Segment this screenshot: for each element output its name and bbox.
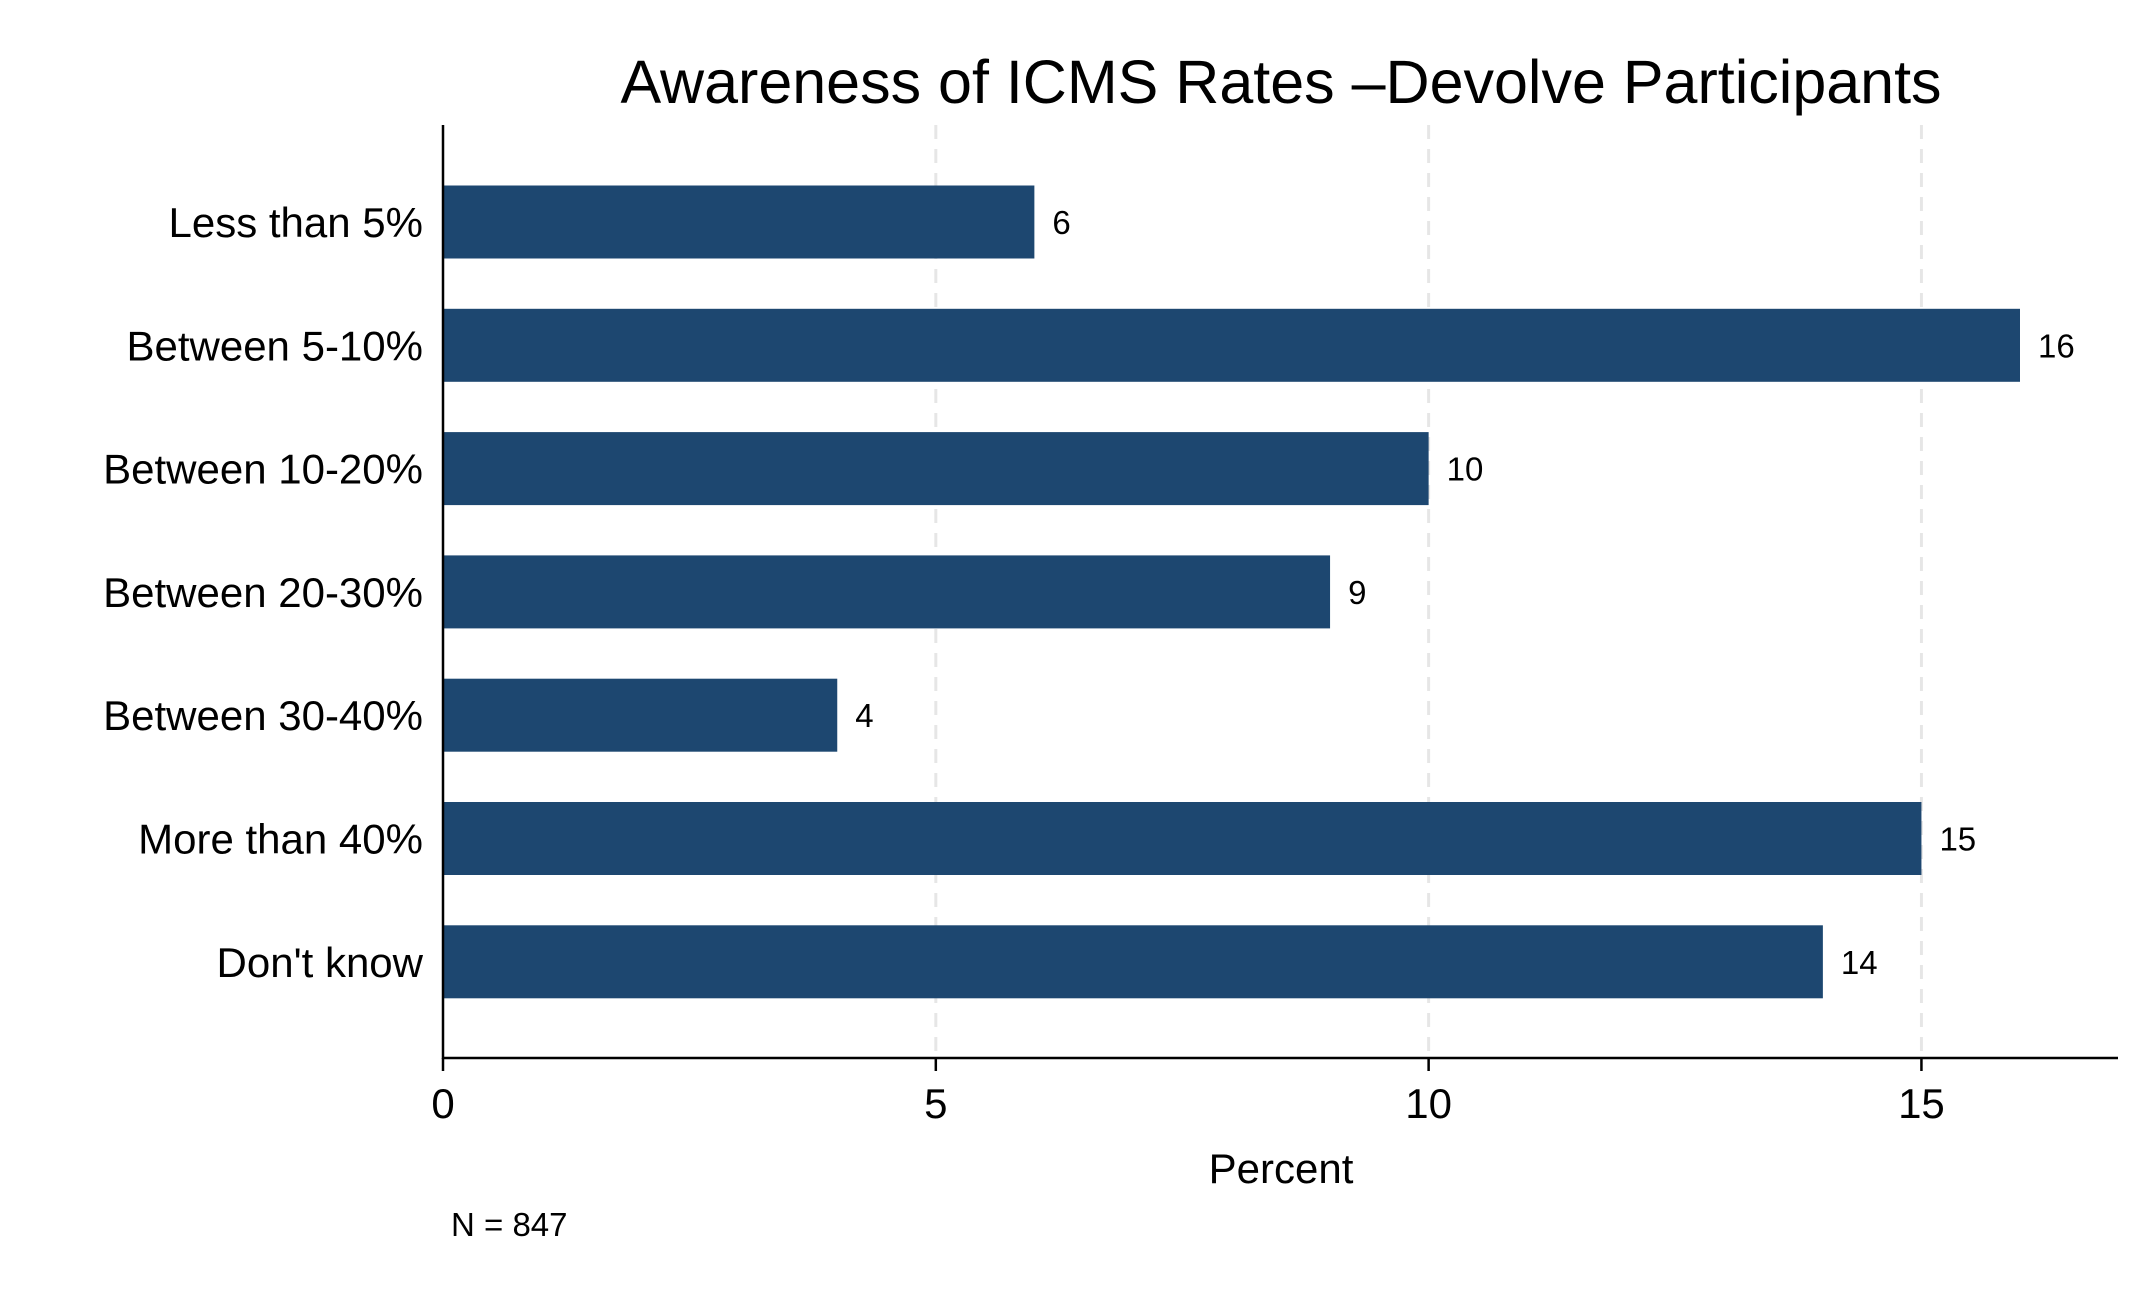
- bar-more-than-40: [444, 802, 1922, 875]
- value-label-between-20-30: 9: [1348, 574, 1366, 611]
- category-label-between-5-10: Between 5-10%: [126, 322, 423, 369]
- bar-don-t-know: [444, 925, 1823, 999]
- category-label-less-than-5: Less than 5%: [168, 199, 423, 246]
- labels: Less than 5% 6 Between 5-10% 16 Between 10-2…: [103, 199, 2075, 986]
- chart-title: Awareness of ICMS Rates –Devolve Partici…: [620, 48, 1941, 116]
- sample-size-note: N = 847: [451, 1206, 568, 1243]
- value-label-between-5-10: 16: [2038, 327, 2075, 364]
- category-label-between-20-30: Between 20-30%: [103, 569, 423, 616]
- x-axis-ticks: 0 5 10 15: [431, 1058, 1945, 1127]
- category-label-don-t-know: Don't know: [217, 939, 424, 986]
- value-label-less-than-5: 6: [1052, 204, 1070, 241]
- category-label-more-than-40: More than 40%: [138, 816, 423, 863]
- x-tick-label-15: 15: [1898, 1080, 1945, 1127]
- axes: [441, 125, 2118, 1060]
- bar-between-5-10: [444, 308, 2020, 382]
- value-label-between-10-20: 10: [1447, 451, 1484, 488]
- bar-less-than-5: [444, 185, 1035, 259]
- bars: [444, 185, 2020, 999]
- bar-between-20-30: [444, 555, 1331, 629]
- value-label-don-t-know: 14: [1841, 944, 1878, 981]
- value-label-more-than-40: 15: [1939, 821, 1976, 858]
- bar-between-10-20: [444, 432, 1429, 506]
- bar-between-30-40: [444, 678, 838, 752]
- x-axis-title: Percent: [1209, 1145, 1354, 1192]
- x-tick-label-5: 5: [924, 1080, 947, 1127]
- category-label-between-10-20: Between 10-20%: [103, 446, 423, 493]
- x-tick-label-0: 0: [431, 1080, 454, 1127]
- x-tick-label-10: 10: [1405, 1080, 1452, 1127]
- category-label-between-30-40: Between 30-40%: [103, 692, 423, 739]
- value-label-between-30-40: 4: [855, 697, 873, 734]
